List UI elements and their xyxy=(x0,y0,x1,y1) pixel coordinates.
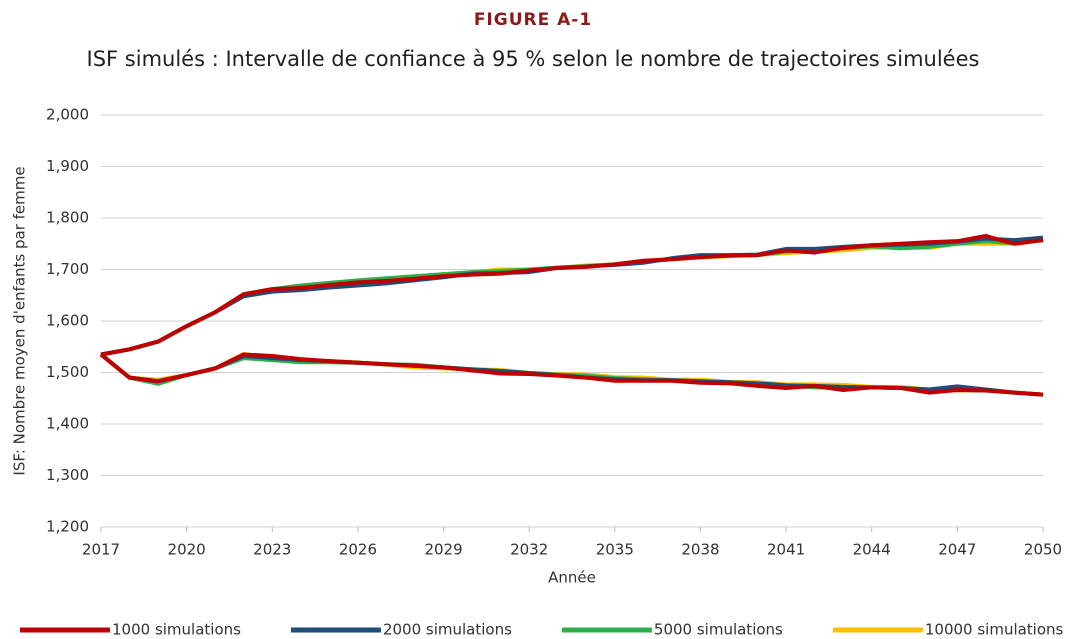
x-tick-label: 2017 xyxy=(82,541,120,559)
x-tick-label: 2050 xyxy=(1024,541,1062,559)
x-tick-label: 2044 xyxy=(853,541,891,559)
x-tick-label: 2038 xyxy=(681,541,719,559)
x-tick-label: 2047 xyxy=(938,541,976,559)
y-tick-label: 1,500 xyxy=(46,363,89,381)
series-line xyxy=(99,352,1044,397)
y-tick-label: 1,700 xyxy=(46,260,89,278)
y-tick-label: 2,000 xyxy=(46,106,89,124)
x-tick-label: 2041 xyxy=(767,541,805,559)
chart-subtitle: ISF simulés : Intervalle de confiance à … xyxy=(87,47,980,71)
legend-label: 2000 simulations xyxy=(383,621,512,639)
y-tick-label: 1,400 xyxy=(46,415,89,433)
y-tick-label: 1,800 xyxy=(46,209,89,227)
legend-label: 5000 simulations xyxy=(654,621,783,639)
x-tick-label: 2023 xyxy=(253,541,291,559)
y-tick-label: 1,300 xyxy=(46,466,89,484)
x-tick-label: 2026 xyxy=(339,541,377,559)
x-tick-label: 2032 xyxy=(510,541,548,559)
y-tick-label: 1,600 xyxy=(46,312,89,330)
chart-title: FIGURE A-1 xyxy=(474,10,592,30)
legend-label: 1000 simulations xyxy=(112,621,241,639)
y-tick-label: 1,900 xyxy=(46,157,89,175)
y-axis-title: ISF: Nombre moyen d'enfants par femme xyxy=(11,166,29,475)
x-tick-label: 2035 xyxy=(596,541,634,559)
x-tick-label: 2029 xyxy=(424,541,462,559)
x-axis-title: Année xyxy=(548,569,596,587)
series-line xyxy=(100,234,1044,357)
y-tick-label: 1,200 xyxy=(46,518,89,536)
x-tick-label: 2020 xyxy=(168,541,206,559)
legend-label: 10000 simulations xyxy=(925,621,1064,639)
